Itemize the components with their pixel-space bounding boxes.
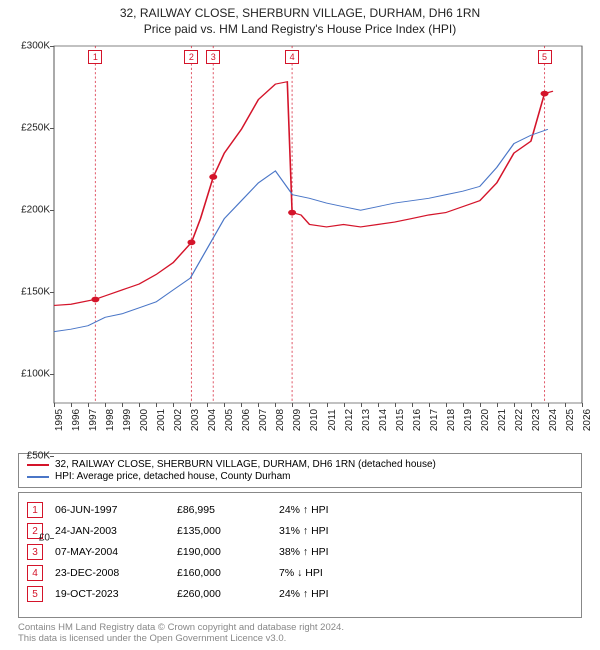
y-tick-label: £200K (8, 205, 50, 216)
legend-label: HPI: Average price, detached house, Coun… (55, 471, 291, 482)
event-marker: 4 (27, 565, 43, 581)
event-row: 224-JAN-2003£135,00031% ↑ HPI (27, 523, 573, 539)
legend-item: 32, RAILWAY CLOSE, SHERBURN VILLAGE, DUR… (27, 459, 573, 470)
y-tick-label: £0 (8, 533, 50, 544)
x-tick-label: 2011 (327, 409, 338, 431)
event-marker: 1 (27, 502, 43, 518)
event-date: 24-JAN-2003 (55, 525, 165, 537)
x-tick-label: 2016 (412, 409, 423, 431)
x-tick-label: 2021 (497, 409, 508, 431)
x-tick-label: 2020 (480, 409, 491, 431)
chart-container: 32, RAILWAY CLOSE, SHERBURN VILLAGE, DUR… (0, 0, 600, 650)
event-price: £260,000 (177, 588, 267, 600)
y-tick-label: £50K (8, 451, 50, 462)
event-row: 3 07-MAY-2004 £190,000 38% ↑ HPI (27, 544, 573, 560)
x-tick-label: 2018 (446, 409, 457, 431)
x-tick-label: 1997 (88, 409, 99, 431)
event-price: £135,000 (177, 525, 267, 537)
y-tick-label: £250K (8, 123, 50, 134)
event-marker: 5 (27, 586, 43, 602)
sale-marker-box: 2 (184, 50, 198, 64)
x-tick-label: 1995 (54, 409, 65, 431)
event-price: £160,000 (177, 567, 267, 579)
event-delta: 31% ↑ HPI (279, 525, 389, 537)
event-date: 07-MAY-2004 (55, 546, 165, 558)
footer-line-2: This data is licensed under the Open Gov… (18, 633, 582, 644)
plot-svg (54, 46, 582, 403)
event-marker: 3 (27, 544, 43, 560)
y-tick-label: £150K (8, 287, 50, 298)
x-tick-label: 2005 (224, 409, 235, 431)
sale-marker-box: 3 (206, 50, 220, 64)
event-price: £190,000 (177, 546, 267, 558)
footer-line-1: Contains HM Land Registry data © Crown c… (18, 622, 582, 633)
event-delta: 24% ↑ HPI (279, 504, 389, 516)
sale-marker-box: 4 (285, 50, 299, 64)
legend-label: 32, RAILWAY CLOSE, SHERBURN VILLAGE, DUR… (55, 459, 436, 470)
event-row: 5 19-OCT-2023 £260,000 24% ↑ HPI (27, 586, 573, 602)
x-tick-label: 2022 (514, 409, 525, 431)
x-tick-label: 2014 (378, 409, 389, 431)
x-tick-label: 2004 (207, 409, 218, 431)
event-delta: 24% ↑ HPI (279, 588, 389, 600)
x-tick-label: 2009 (292, 409, 303, 431)
event-date: 23-DEC-2008 (55, 567, 165, 579)
titles: 32, RAILWAY CLOSE, SHERBURN VILLAGE, DUR… (8, 6, 592, 36)
plot-rect (54, 46, 582, 403)
footer: Contains HM Land Registry data © Crown c… (18, 622, 582, 644)
x-tick-label: 2013 (361, 409, 372, 431)
sale-marker-box: 5 (538, 50, 552, 64)
x-tick-label: 2007 (258, 409, 269, 431)
x-tick-label: 2019 (463, 409, 474, 431)
chart-subtitle: Price paid vs. HM Land Registry's House … (8, 22, 592, 36)
x-tick-label: 2015 (395, 409, 406, 431)
x-tick-label: 2000 (139, 409, 150, 431)
x-tick-label: 2003 (190, 409, 201, 431)
legend-item: HPI: Average price, detached house, Coun… (27, 471, 573, 482)
chart-title: 32, RAILWAY CLOSE, SHERBURN VILLAGE, DUR… (8, 6, 592, 20)
x-tick-label: 2024 (548, 409, 559, 431)
legend-swatch (27, 476, 49, 478)
x-tick-label: 1996 (71, 409, 82, 431)
events-table: 106-JUN-1997£86,99524% ↑ HPI224-JAN-2003… (18, 492, 582, 618)
chart-area: £0£50K£100K£150K£200K£250K£300K199519961… (8, 40, 592, 447)
y-tick-label: £100K (8, 369, 50, 380)
sale-marker-box: 1 (88, 50, 102, 64)
x-tick-label: 2008 (275, 409, 286, 431)
event-date: 19-OCT-2023 (55, 588, 165, 600)
x-tick-label: 2001 (156, 409, 167, 431)
x-tick-label: 2002 (173, 409, 184, 431)
x-tick-label: 2012 (344, 409, 355, 431)
x-tick-label: 2025 (565, 409, 576, 431)
legend-swatch (27, 464, 49, 466)
x-tick-label: 2017 (429, 409, 440, 431)
event-row: 1 06-JUN-1997 £86,995 24% ↑ HPI (27, 502, 573, 518)
x-tick-label: 1999 (122, 409, 133, 431)
x-tick-label: 2006 (241, 409, 252, 431)
event-price: £86,995 (177, 504, 267, 516)
x-tick-label: 2026 (582, 409, 593, 431)
event-delta: 38% ↑ HPI (279, 546, 389, 558)
x-tick-label: 2010 (309, 409, 320, 431)
event-row: 4 23-DEC-2008 £160,000 7% ↓ HPI (27, 565, 573, 581)
legend: 32, RAILWAY CLOSE, SHERBURN VILLAGE, DUR… (18, 453, 582, 488)
y-tick-label: £300K (8, 41, 50, 52)
event-delta: 7% ↓ HPI (279, 567, 389, 579)
x-tick-label: 2023 (531, 409, 542, 431)
event-date: 06-JUN-1997 (55, 504, 165, 516)
x-tick-label: 1998 (105, 409, 116, 431)
